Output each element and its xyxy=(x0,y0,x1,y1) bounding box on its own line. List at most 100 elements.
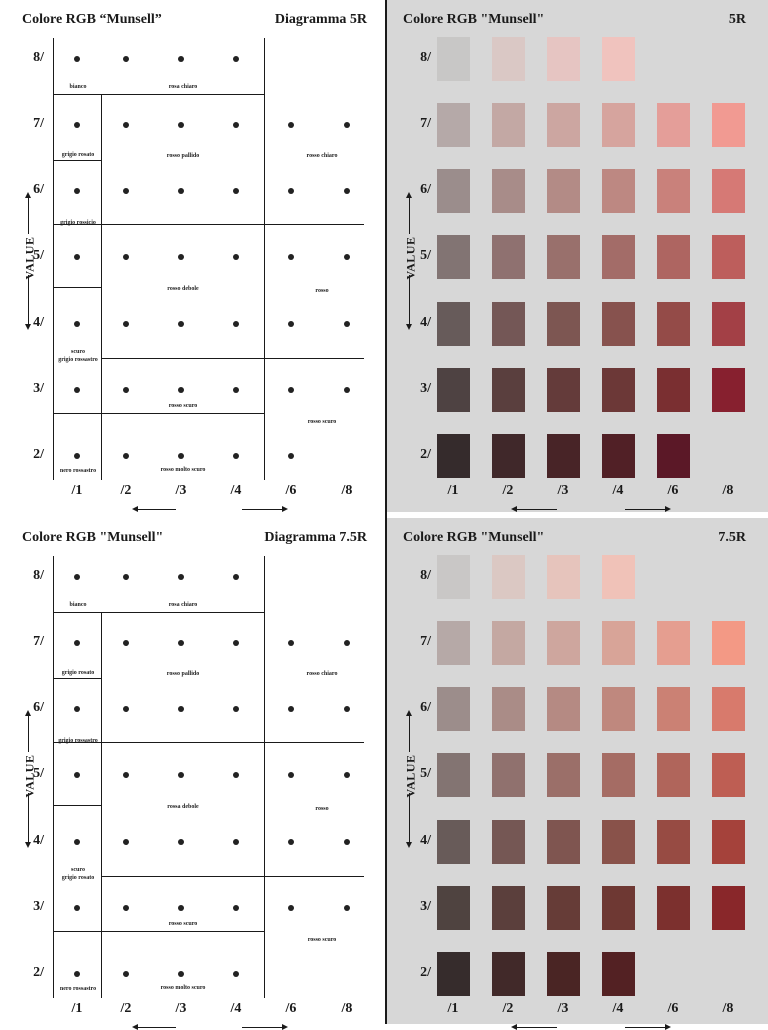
color-swatch xyxy=(547,687,580,731)
value-arrow-line xyxy=(408,793,410,843)
chroma-col-label: /4 xyxy=(612,1001,624,1016)
value-row-label: 3/ xyxy=(33,899,44,914)
sample-dot xyxy=(233,772,239,778)
sample-dot xyxy=(74,188,80,194)
chroma-arrow-line xyxy=(625,508,665,510)
chroma-col-label: /3 xyxy=(175,483,187,498)
sample-dot xyxy=(344,706,350,712)
grid-line-horizontal xyxy=(53,413,264,414)
color-swatch xyxy=(437,886,470,930)
sample-dot xyxy=(74,56,80,62)
color-region-label: grigio rosato xyxy=(61,875,95,881)
color-region-label: rosso scuro xyxy=(168,403,198,409)
color-region-label: rosa chiaro xyxy=(168,602,198,608)
color-swatch xyxy=(492,952,525,996)
color-swatch xyxy=(602,886,635,930)
sample-dot xyxy=(233,56,239,62)
chroma-col-label: /8 xyxy=(341,483,353,498)
sample-dot xyxy=(288,706,294,712)
sample-dot xyxy=(74,905,80,911)
sample-dot xyxy=(123,453,129,459)
color-swatch xyxy=(712,368,745,412)
grid-line-horizontal xyxy=(53,931,264,932)
grid-line-horizontal xyxy=(53,287,101,288)
value-arrow-up-icon xyxy=(25,192,31,198)
sample-dot xyxy=(344,122,350,128)
color-swatch xyxy=(437,952,470,996)
color-swatch xyxy=(492,169,525,213)
color-swatch xyxy=(657,886,690,930)
color-swatch xyxy=(492,687,525,731)
grid-line-horizontal xyxy=(53,805,101,806)
sample-dot xyxy=(123,971,129,977)
sample-dot xyxy=(123,905,129,911)
sample-dot xyxy=(74,321,80,327)
value-arrow-line xyxy=(408,715,410,752)
sample-dot xyxy=(344,839,350,845)
sample-dot xyxy=(123,188,129,194)
color-swatch xyxy=(602,434,635,478)
chroma-arrow-line xyxy=(517,508,557,510)
sample-dot xyxy=(344,905,350,911)
grid-line-vertical xyxy=(264,38,265,480)
sample-dot xyxy=(344,640,350,646)
color-swatch xyxy=(657,753,690,797)
diagram-title: Colore RGB “Munsell” xyxy=(22,12,162,27)
color-region-label: rossa debole xyxy=(167,804,199,810)
sample-dot xyxy=(74,574,80,580)
sample-dot xyxy=(178,971,184,977)
value-row-label: 2/ xyxy=(420,447,431,462)
value-row-label: 8/ xyxy=(33,50,44,65)
color-swatch xyxy=(602,952,635,996)
sample-dot xyxy=(178,188,184,194)
sample-dot xyxy=(178,387,184,393)
color-region-label: grigio rosato xyxy=(61,670,95,676)
color-swatch xyxy=(712,235,745,279)
sample-dot xyxy=(74,706,80,712)
chroma-arrow-line xyxy=(242,508,282,510)
color-swatch xyxy=(547,753,580,797)
diagram-subtitle: Diagramma 5R xyxy=(274,12,367,27)
sample-dot xyxy=(123,839,129,845)
color-swatch xyxy=(437,235,470,279)
color-region-label: nero rossastro xyxy=(59,986,97,992)
color-swatch xyxy=(657,103,690,147)
sample-dot xyxy=(233,905,239,911)
vertical-separator xyxy=(385,0,387,1024)
value-arrow-line xyxy=(27,197,29,234)
swatch-panel-hue: 5R xyxy=(728,12,746,27)
sample-dot xyxy=(233,254,239,260)
swatch-panel-hue: 7.5R xyxy=(718,530,746,545)
chroma-col-label: /3 xyxy=(557,483,569,498)
color-region-label: grigio rossastro xyxy=(58,357,98,363)
sample-dot xyxy=(344,321,350,327)
color-swatch xyxy=(602,555,635,599)
sample-dot xyxy=(178,574,184,580)
color-region-label: bianco xyxy=(69,84,87,90)
color-swatch xyxy=(547,555,580,599)
sample-dot xyxy=(74,122,80,128)
sample-dot xyxy=(233,640,239,646)
sample-dot xyxy=(74,453,80,459)
color-swatch xyxy=(657,368,690,412)
chroma-col-label: /4 xyxy=(230,483,242,498)
grid-line-horizontal xyxy=(53,678,101,679)
color-swatch xyxy=(602,820,635,864)
chroma-col-label: /3 xyxy=(557,1001,569,1016)
sample-dot xyxy=(233,387,239,393)
sample-dot xyxy=(123,640,129,646)
color-swatch xyxy=(492,103,525,147)
color-region-label: rosso chiaro xyxy=(306,153,338,159)
color-swatch xyxy=(547,820,580,864)
color-swatch xyxy=(547,952,580,996)
color-swatch xyxy=(492,368,525,412)
color-swatch xyxy=(547,103,580,147)
value-arrow-up-icon xyxy=(25,710,31,716)
sample-dot xyxy=(288,188,294,194)
sample-dot xyxy=(344,387,350,393)
color-swatch xyxy=(492,555,525,599)
sample-dot xyxy=(178,122,184,128)
sample-dot xyxy=(344,772,350,778)
color-swatch xyxy=(437,555,470,599)
chroma-col-label: /2 xyxy=(502,1001,514,1016)
